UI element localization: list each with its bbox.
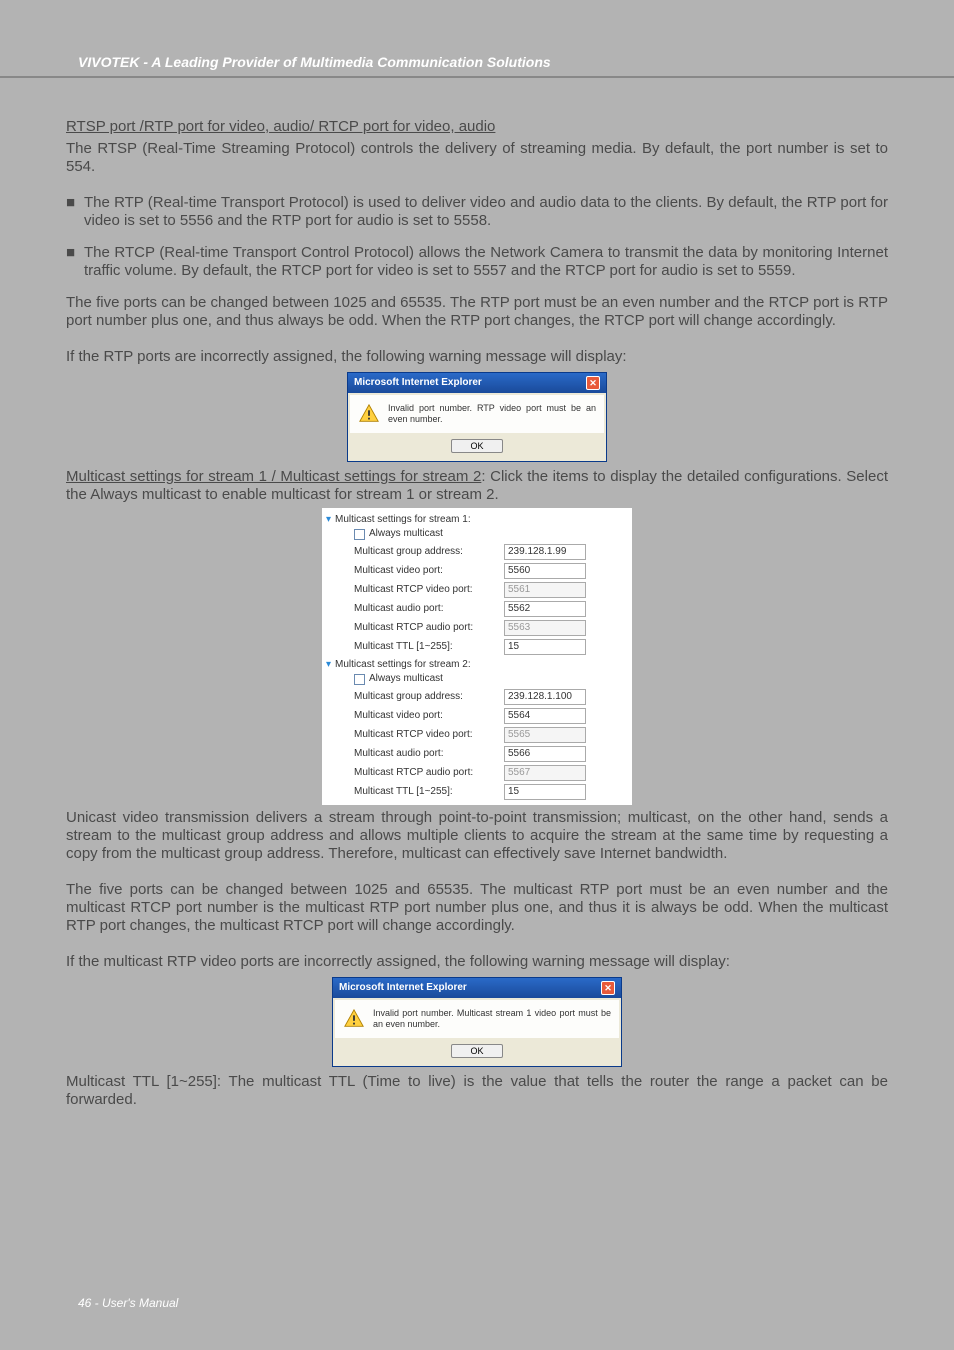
field-input[interactable]: 5564 — [504, 708, 586, 724]
heading-rtsp: RTSP port /RTP port for video, audio/ RT… — [66, 118, 495, 135]
bullet-text: The RTP (Real-time Transport Protocol) i… — [84, 194, 888, 230]
settings-field-row: Multicast RTCP video port:5565 — [354, 727, 628, 743]
stream1-header-row[interactable]: ▾ Multicast settings for stream 1: — [326, 514, 628, 526]
settings-field-row: Multicast video port:5564 — [354, 708, 628, 724]
dialog-titlebar: Microsoft Internet Explorer ✕ — [348, 373, 606, 393]
bullet-rtp: ■ The RTP (Real-time Transport Protocol)… — [66, 194, 888, 230]
field-input[interactable]: 15 — [504, 639, 586, 655]
settings-field-row: Multicast TTL [1~255]:15 — [354, 639, 628, 655]
header-title: VIVOTEK - A Leading Provider of Multimed… — [78, 54, 551, 70]
stream2-header-row[interactable]: ▾ Multicast settings for stream 2: — [326, 659, 628, 671]
multicast-settings-panel: ▾ Multicast settings for stream 1: Alway… — [322, 508, 632, 805]
field-label: Multicast RTCP video port: — [354, 584, 504, 596]
warning-dialog-1: Microsoft Internet Explorer ✕ Invalid po… — [347, 372, 607, 462]
bullet-marker: ■ — [66, 244, 84, 280]
field-input[interactable]: 5566 — [504, 746, 586, 762]
settings-field-row: Multicast group address:239.128.1.99 — [354, 544, 628, 560]
checkbox-icon[interactable] — [354, 529, 365, 540]
field-input: 5563 — [504, 620, 586, 636]
page-header: VIVOTEK - A Leading Provider of Multimed… — [0, 48, 954, 78]
field-input: 5561 — [504, 582, 586, 598]
field-label: Multicast RTCP video port: — [354, 729, 504, 741]
field-label: Multicast group address: — [354, 691, 504, 703]
chevron-down-icon: ▾ — [326, 659, 331, 671]
field-input[interactable]: 5562 — [504, 601, 586, 617]
settings-field-row: Multicast video port:5560 — [354, 563, 628, 579]
stream2-always-label: Always multicast — [369, 673, 443, 685]
close-icon[interactable]: ✕ — [586, 376, 600, 390]
field-label: Multicast video port: — [354, 565, 504, 577]
field-input[interactable]: 15 — [504, 784, 586, 800]
field-input[interactable]: 239.128.1.99 — [504, 544, 586, 560]
footer-page-number: 46 - User's Manual — [78, 1296, 178, 1310]
dialog-message: Invalid port number. Multicast stream 1 … — [373, 1008, 611, 1030]
dialog-title-text: Microsoft Internet Explorer — [354, 377, 482, 389]
field-label: Multicast audio port: — [354, 603, 504, 615]
stream1-header: Multicast settings for stream 1: — [335, 514, 471, 526]
field-label: Multicast RTCP audio port: — [354, 622, 504, 634]
settings-field-row: Multicast TTL [1~255]:15 — [354, 784, 628, 800]
bullet-text: The RTCP (Real-time Transport Control Pr… — [84, 244, 888, 280]
document-page: VIVOTEK - A Leading Provider of Multimed… — [0, 0, 954, 1350]
paragraph-warning-intro2: If the multicast RTP video ports are inc… — [66, 953, 888, 971]
checkbox-icon[interactable] — [354, 674, 365, 685]
field-label: Multicast TTL [1~255]: — [354, 786, 504, 798]
paragraph-ports-range: The five ports can be changed between 10… — [66, 294, 888, 330]
stream2-always-row[interactable]: Always multicast — [354, 673, 628, 685]
bullet-marker: ■ — [66, 194, 84, 230]
dialog-titlebar: Microsoft Internet Explorer ✕ — [333, 978, 621, 998]
paragraph-warning-intro1: If the RTP ports are incorrectly assigne… — [66, 348, 888, 366]
paragraph-ttl: Multicast TTL [1~255]: The multicast TTL… — [66, 1073, 888, 1109]
paragraph-ports-range2: The five ports can be changed between 10… — [66, 881, 888, 935]
page-content: RTSP port /RTP port for video, audio/ RT… — [66, 118, 888, 1113]
settings-field-row: Multicast RTCP video port:5561 — [354, 582, 628, 598]
bullet-rtcp: ■ The RTCP (Real-time Transport Control … — [66, 244, 888, 280]
warning-icon — [343, 1008, 365, 1030]
dialog-title-text: Microsoft Internet Explorer — [339, 982, 467, 994]
close-icon[interactable]: ✕ — [601, 981, 615, 995]
heading-multicast: Multicast settings for stream 1 / Multic… — [66, 468, 481, 485]
settings-field-row: Multicast RTCP audio port:5563 — [354, 620, 628, 636]
field-input: 5567 — [504, 765, 586, 781]
settings-field-row: Multicast audio port:5566 — [354, 746, 628, 762]
paragraph-rtsp: The RTSP (Real-Time Streaming Protocol) … — [66, 140, 888, 176]
field-label: Multicast video port: — [354, 710, 504, 722]
stream2-header: Multicast settings for stream 2: — [335, 659, 471, 671]
field-label: Multicast TTL [1~255]: — [354, 641, 504, 653]
chevron-down-icon: ▾ — [326, 514, 331, 526]
settings-field-row: Multicast group address:239.128.1.100 — [354, 689, 628, 705]
header-rule — [0, 76, 954, 78]
settings-field-row: Multicast audio port:5562 — [354, 601, 628, 617]
paragraph-multicast-heading: Multicast settings for stream 1 / Multic… — [66, 468, 888, 504]
paragraph-unicast: Unicast video transmission delivers a st… — [66, 809, 888, 863]
field-label: Multicast group address: — [354, 546, 504, 558]
warning-dialog-2: Microsoft Internet Explorer ✕ Invalid po… — [332, 977, 622, 1067]
field-input[interactable]: 5560 — [504, 563, 586, 579]
ok-button[interactable]: OK — [451, 439, 502, 453]
field-label: Multicast audio port: — [354, 748, 504, 760]
stream1-always-row[interactable]: Always multicast — [354, 528, 628, 540]
settings-field-row: Multicast RTCP audio port:5567 — [354, 765, 628, 781]
field-label: Multicast RTCP audio port: — [354, 767, 504, 779]
stream1-always-label: Always multicast — [369, 528, 443, 540]
field-input: 5565 — [504, 727, 586, 743]
dialog-message: Invalid port number. RTP video port must… — [388, 403, 596, 425]
warning-icon — [358, 403, 380, 425]
page-footer: 46 - User's Manual — [78, 1296, 178, 1310]
ok-button[interactable]: OK — [451, 1044, 502, 1058]
field-input[interactable]: 239.128.1.100 — [504, 689, 586, 705]
